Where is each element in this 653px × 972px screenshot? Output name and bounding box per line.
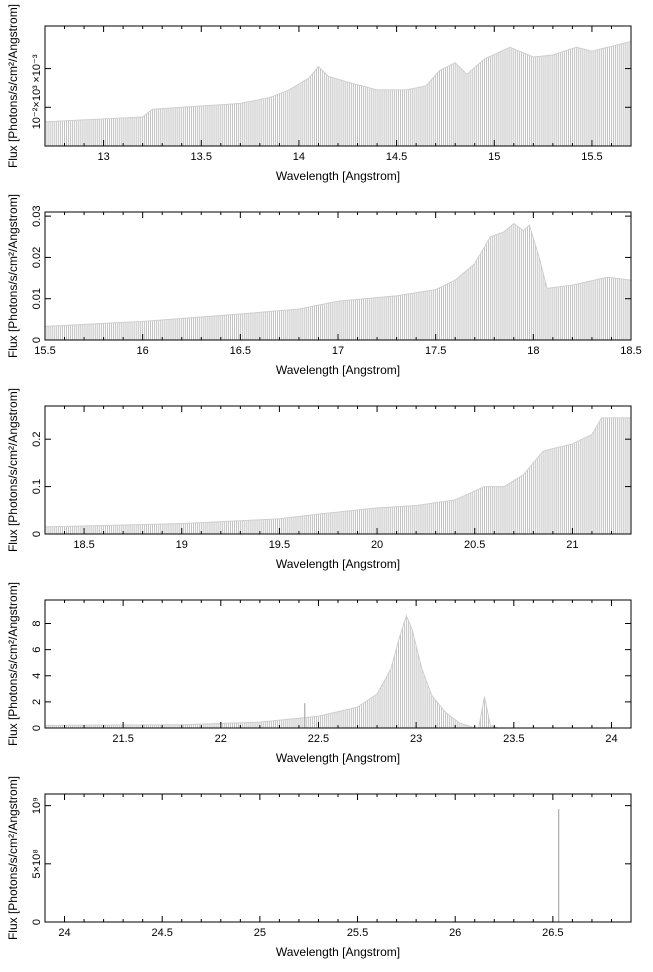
y-tick-label: 0 [31, 725, 43, 731]
chart-panel-1: 13 13.5 14 14.5 15 15.5 10⁻²×10³ ×10⁻³ Wavelengt… [6, 4, 632, 183]
x-tick-label: 21 [566, 539, 578, 551]
x-axis-label: Wavelength [Angstrom] [276, 557, 400, 571]
chart-panel-3: 18.5 19 19.5 20 20.5 21 0 0.1 0.2 Wavelength [Ang… [6, 388, 632, 571]
x-tick-label: 22.5 [308, 733, 329, 745]
x-tick-label: 21.5 [112, 733, 133, 745]
x-tick-label: 22 [215, 733, 227, 745]
x-tick-label: 20.5 [464, 539, 485, 551]
y-tick-label: 0 [31, 531, 43, 537]
y-tick-label: 10⁹ [31, 797, 43, 814]
y-tick-label: 0 [31, 919, 43, 925]
y-tick-label: 6 [31, 647, 43, 653]
chart-panel-5: 24 24.5 25 25.5 26 26.5 0 5×10⁸ 10⁹ Wavelength [A… [6, 776, 632, 959]
x-tick-label: 26 [449, 927, 461, 939]
x-tick-label: 16 [137, 345, 149, 357]
x-tick-label: 13.5 [191, 151, 212, 163]
y-tick-label: 0.01 [31, 288, 43, 309]
y-tick-label: 0 [31, 337, 43, 343]
x-tick-label: 20 [371, 539, 383, 551]
y-axis-label: Flux [Photons/s/cm²/Angstrom] [6, 582, 20, 746]
x-tick-label: 19 [176, 539, 188, 551]
data-envelope [44, 614, 631, 729]
x-tick-label: 18.5 [73, 539, 94, 551]
x-tick-label: 14.5 [386, 151, 407, 163]
x-tick-label: 26.5 [542, 927, 563, 939]
y-axis-label: Flux [Photons/s/cm²/Angstrom] [6, 388, 20, 552]
y-axis-label: Flux [Photons/s/cm²/Angstrom] [6, 194, 20, 358]
plot-frame [44, 599, 632, 729]
y-tick-label: 2 [31, 699, 43, 705]
x-tick-label: 24 [58, 927, 70, 939]
x-tick-label: 23.5 [503, 733, 524, 745]
y-tick-label: 4 [31, 673, 43, 679]
y-tick-label: 8 [31, 620, 43, 626]
x-axis-label: Wavelength [Angstrom] [276, 363, 400, 377]
x-tick-label: 17.5 [425, 345, 446, 357]
x-tick-label: 15.5 [34, 345, 55, 357]
y-tick-label: 0.2 [31, 432, 43, 447]
x-tick-label: 23 [410, 733, 422, 745]
y-tick-label: ×10⁻³ [31, 54, 43, 82]
x-tick-label: 25.5 [347, 927, 368, 939]
x-tick-label: 15 [488, 151, 500, 163]
data-envelope [44, 222, 632, 327]
x-tick-label: 18 [527, 345, 539, 357]
x-axis-label: Wavelength [Angstrom] [276, 945, 400, 959]
data-envelope [44, 417, 631, 528]
x-tick-label: 19.5 [269, 539, 290, 551]
y-tick-label: 0.02 [31, 247, 43, 268]
y-tick-label: 0.1 [31, 479, 43, 494]
x-axis-label: Wavelength [Angstrom] [276, 169, 400, 183]
x-tick-label: 13 [97, 151, 109, 163]
x-tick-label: 25 [254, 927, 266, 939]
x-tick-label: 24.5 [151, 927, 172, 939]
y-tick-label: 10⁻²×10³ [31, 85, 43, 129]
y-tick-label: 0.03 [31, 205, 43, 226]
chart-panel-2: 15.5 16 16.5 17 17.5 18 18.5 0 0.01 0.02 0.03 Wavel… [6, 194, 642, 377]
data-envelope [44, 40, 632, 123]
x-tick-label: 16.5 [230, 345, 251, 357]
x-axis-label: Wavelength [Angstrom] [276, 751, 400, 765]
x-tick-label: 18.5 [620, 345, 641, 357]
x-tick-label: 17 [332, 345, 344, 357]
x-tick-label: 14 [293, 151, 305, 163]
x-tick-label: 24 [605, 733, 617, 745]
y-tick-label: 5×10⁸ [31, 849, 43, 878]
y-axis-label: Flux [Photons/s/cm²/Angstrom] [6, 776, 20, 940]
y-axis-label: Flux [Photons/s/cm²/Angstrom] [6, 4, 20, 168]
plot-frame [44, 793, 632, 923]
x-tick-label: 15.5 [581, 151, 602, 163]
